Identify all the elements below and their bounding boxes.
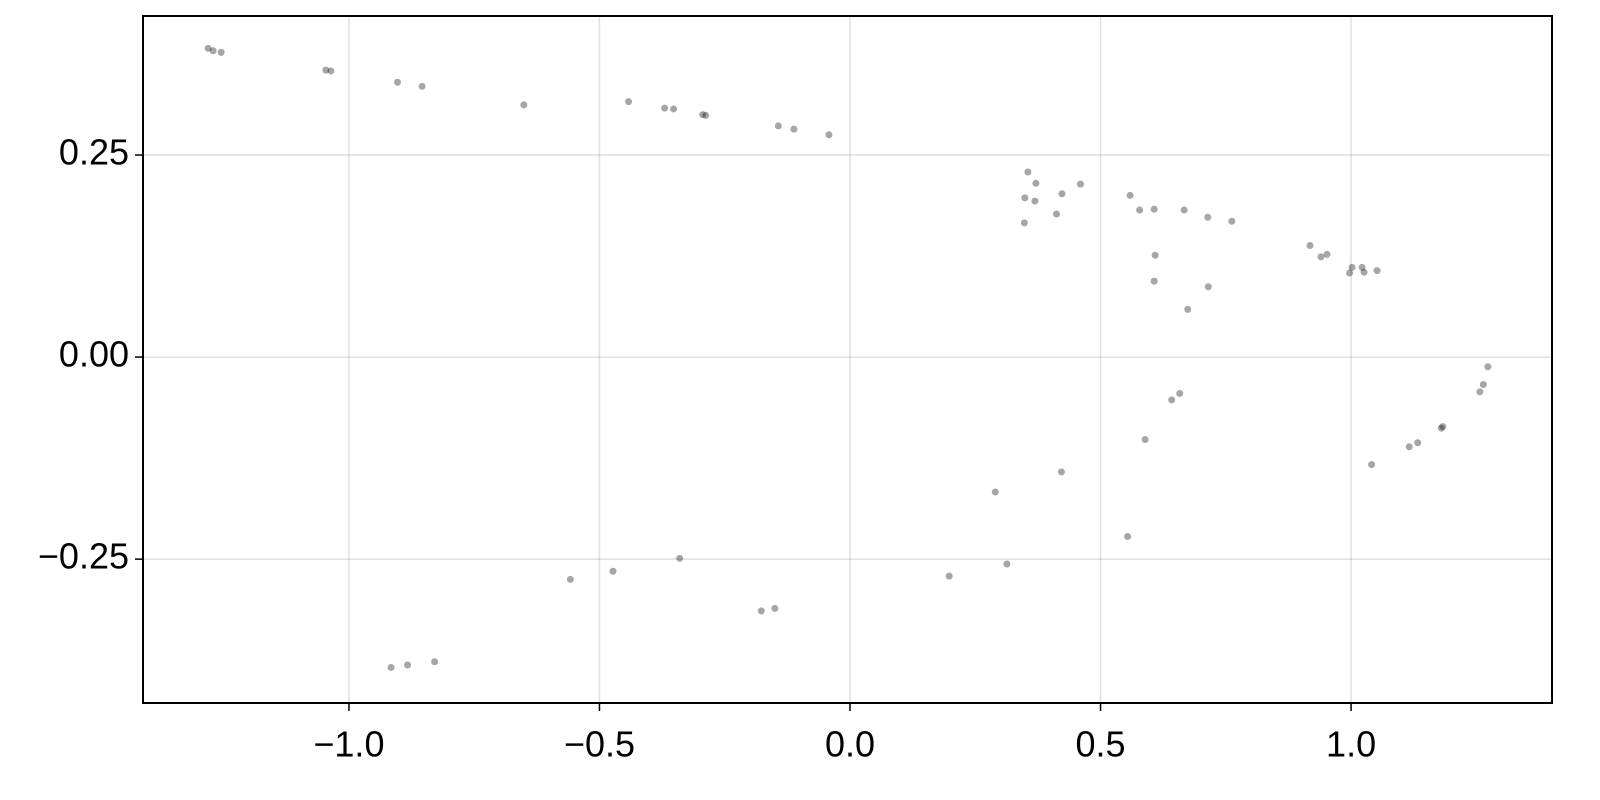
point bbox=[1176, 389, 1184, 397]
point bbox=[1020, 219, 1028, 227]
point bbox=[945, 572, 953, 580]
point bbox=[790, 125, 798, 133]
point bbox=[625, 98, 633, 106]
y-tick-label: −0.25 bbox=[38, 536, 129, 577]
point bbox=[1346, 269, 1354, 277]
point bbox=[825, 131, 833, 139]
grid bbox=[143, 16, 1552, 703]
point bbox=[661, 104, 669, 112]
point bbox=[1003, 560, 1011, 568]
x-tick-label: 0.5 bbox=[1076, 724, 1126, 765]
point bbox=[1439, 423, 1447, 431]
point bbox=[1348, 263, 1356, 271]
point bbox=[1126, 191, 1134, 199]
point bbox=[1151, 251, 1159, 259]
point bbox=[1358, 263, 1366, 271]
point bbox=[1228, 217, 1236, 225]
point bbox=[217, 48, 225, 56]
point bbox=[1368, 461, 1376, 469]
axes: −1.0 −0.5 0.0 0.5 1.0 −0.25 0.00 0.25 bbox=[38, 132, 1376, 765]
point bbox=[1373, 267, 1381, 275]
point bbox=[404, 661, 412, 669]
point bbox=[1168, 396, 1176, 404]
point bbox=[1031, 197, 1039, 205]
point bbox=[1136, 206, 1144, 214]
point bbox=[1141, 436, 1149, 444]
point bbox=[702, 111, 710, 119]
point bbox=[566, 575, 574, 583]
point bbox=[1057, 468, 1065, 476]
point bbox=[418, 82, 426, 90]
y-tick-label: 0.25 bbox=[59, 132, 129, 173]
point bbox=[1150, 205, 1158, 213]
point bbox=[1184, 305, 1192, 313]
point bbox=[520, 101, 528, 109]
point bbox=[1180, 206, 1188, 214]
point bbox=[771, 604, 779, 612]
point bbox=[1032, 179, 1040, 187]
point bbox=[1479, 381, 1487, 389]
point bbox=[1052, 210, 1060, 218]
x-tick-label: −1.0 bbox=[313, 724, 384, 765]
point bbox=[1484, 363, 1492, 371]
point bbox=[1024, 168, 1032, 176]
x-tick-label: 1.0 bbox=[1326, 724, 1376, 765]
plot-frame bbox=[142, 15, 1553, 704]
point bbox=[670, 105, 678, 113]
point bbox=[394, 78, 402, 86]
point bbox=[1204, 283, 1212, 291]
points bbox=[204, 44, 1492, 671]
point bbox=[609, 567, 617, 575]
y-tick-label: 0.00 bbox=[59, 334, 129, 375]
point bbox=[1021, 194, 1029, 202]
x-tick-label: −0.5 bbox=[564, 724, 635, 765]
point bbox=[1150, 277, 1158, 285]
point bbox=[699, 111, 707, 119]
point bbox=[991, 488, 999, 496]
point bbox=[204, 44, 212, 52]
point bbox=[387, 663, 395, 671]
x-tick-label: 0.0 bbox=[825, 724, 875, 765]
point bbox=[774, 122, 782, 130]
point bbox=[1076, 180, 1084, 188]
point bbox=[1204, 213, 1212, 221]
point bbox=[1323, 250, 1331, 258]
point bbox=[1414, 439, 1422, 447]
point bbox=[1476, 388, 1484, 396]
point bbox=[1058, 190, 1066, 198]
point bbox=[676, 554, 684, 562]
point bbox=[1360, 268, 1368, 276]
point bbox=[1124, 533, 1132, 541]
point bbox=[209, 47, 217, 55]
point bbox=[1405, 443, 1413, 451]
point bbox=[1437, 424, 1445, 432]
point bbox=[322, 66, 330, 74]
point bbox=[1306, 242, 1314, 250]
point bbox=[327, 67, 335, 75]
point bbox=[431, 658, 439, 666]
point bbox=[1317, 253, 1325, 261]
point bbox=[757, 607, 765, 615]
